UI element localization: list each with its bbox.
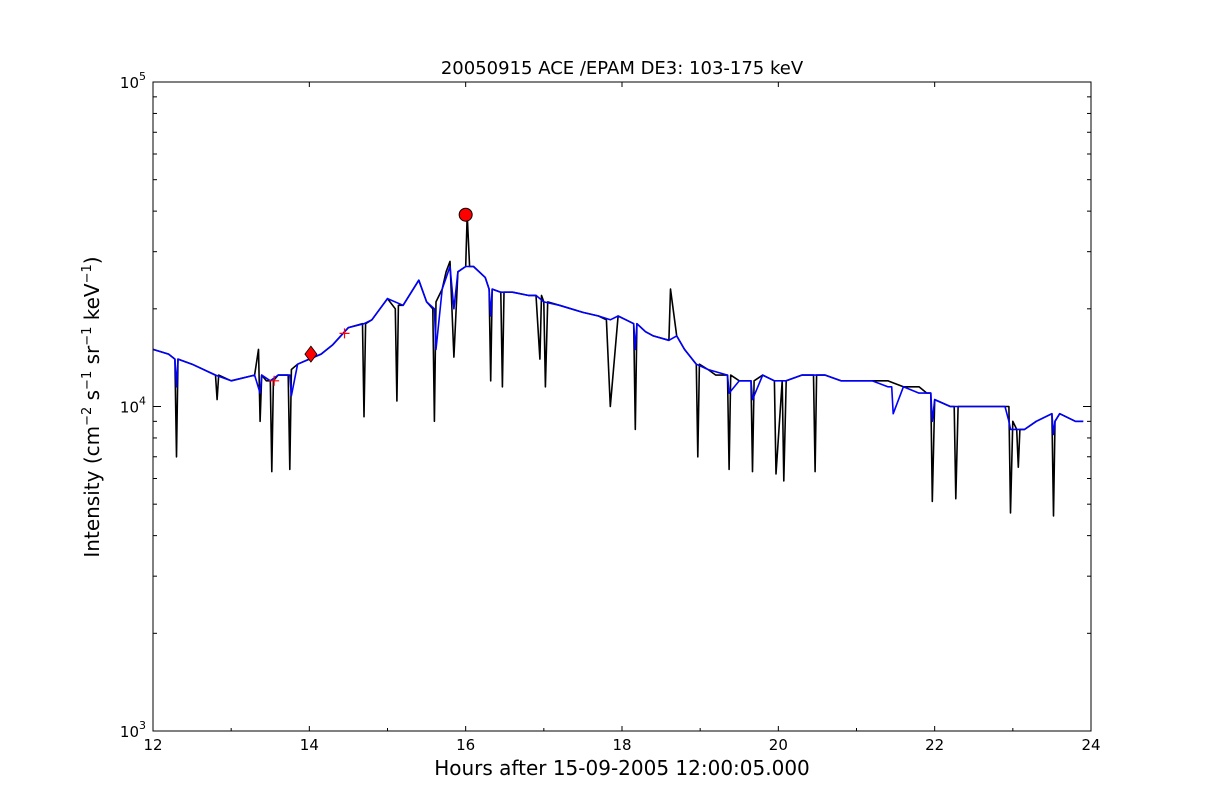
y-label-exp-2: −1	[80, 371, 95, 390]
y-label-unit-sr: sr	[80, 345, 104, 371]
marker-plus-4	[339, 328, 350, 339]
marker-plus-3	[269, 375, 280, 386]
x-tick-label: 20	[769, 736, 788, 754]
y-tick-base: 10	[120, 399, 139, 417]
y-tick-label: 104	[120, 395, 146, 417]
y-label-unit-kev: keV	[80, 283, 104, 327]
x-tick-label: 12	[143, 736, 162, 754]
x-tick-label: 24	[1081, 736, 1100, 754]
y-tick-exp: 3	[139, 719, 146, 732]
y-label-exp-3: −1	[80, 327, 95, 346]
y-tick-label: 105	[120, 70, 146, 92]
x-axis: 12 14 16 18 20 22 24	[143, 82, 1101, 754]
x-tick-label: 16	[456, 736, 475, 754]
x-axis-label: Hours after 15-09-2005 12:00:05.000	[434, 756, 810, 780]
y-tick-base: 10	[120, 74, 139, 92]
y-label-exp-1: −2	[80, 407, 95, 426]
x-tick-label: 18	[612, 736, 631, 754]
y-label-exp-4: −1	[80, 264, 95, 283]
y-tick-exp: 4	[139, 395, 146, 408]
y-tick-label: 103	[120, 719, 146, 741]
x-tick-label: 22	[925, 736, 944, 754]
y-label-unit-s: s	[80, 390, 104, 407]
marker-diamond-2	[304, 345, 318, 363]
y-label-prefix: Intensity (cm	[80, 426, 104, 558]
x-tick-label: 14	[300, 736, 319, 754]
marker-circle-1	[458, 207, 473, 222]
y-axis-label: Intensity (cm−2 s−1 sr−1 keV−1)	[80, 256, 104, 557]
y-label-suffix: )	[80, 256, 104, 264]
chart-title: 20050915 ACE /EPAM DE3: 103-175 keV	[441, 58, 804, 79]
y-tick-base: 10	[120, 723, 139, 741]
y-tick-exp: 5	[139, 70, 146, 83]
